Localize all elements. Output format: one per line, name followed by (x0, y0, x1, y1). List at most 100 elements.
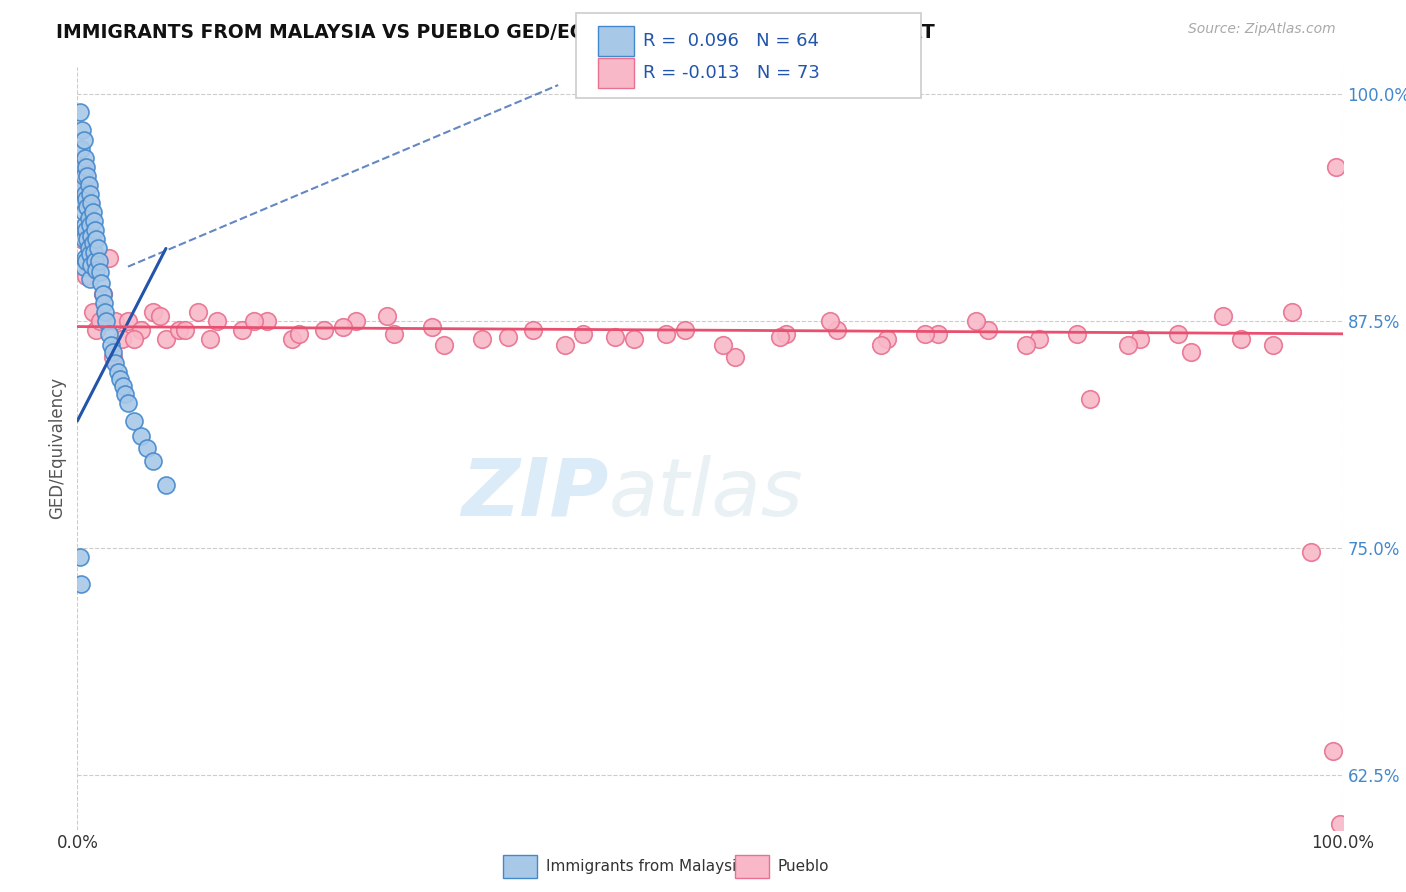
Point (117, 314, 139, 328)
Point (104, 356, 127, 370)
Point (79, 187, 101, 202)
Point (870, 337, 893, 351)
Point (73, 169, 96, 183)
Point (69, 550, 91, 565)
Point (107, 365, 129, 379)
Point (110, 372, 132, 386)
Point (86, 232, 108, 246)
Point (471, 332, 494, 346)
Point (87, 254, 110, 268)
Point (231, 323, 253, 337)
Text: Pueblo: Pueblo (778, 859, 830, 873)
Point (82, 235, 104, 250)
Point (70, 142, 93, 156)
Point (84, 223, 107, 237)
Point (76, 200, 98, 214)
Point (72, 196, 94, 211)
Point (82, 205, 104, 219)
Point (825, 323, 848, 337)
Point (1078, 392, 1101, 407)
Text: atlas: atlas (609, 455, 804, 533)
Point (167, 323, 190, 337)
Point (73, 187, 96, 202)
Point (655, 326, 678, 341)
Point (1129, 332, 1152, 346)
Point (76, 178, 98, 192)
Point (129, 323, 152, 337)
Point (91, 286, 114, 301)
Point (101, 351, 124, 365)
Point (623, 332, 645, 346)
Point (186, 305, 209, 319)
Point (89, 265, 111, 279)
Point (77, 242, 100, 256)
Point (496, 330, 519, 344)
Point (82, 305, 104, 319)
Point (111, 332, 132, 346)
Point (142, 454, 165, 468)
Point (73, 251, 96, 265)
Point (243, 314, 266, 328)
Point (73, 218, 96, 232)
Point (1230, 332, 1253, 346)
Point (76, 232, 98, 246)
Point (96, 314, 118, 328)
Point (79, 196, 101, 211)
Point (1329, 817, 1351, 831)
Point (73, 232, 96, 246)
Point (100, 337, 122, 351)
Point (73, 151, 96, 165)
Point (554, 337, 576, 351)
Point (200, 332, 222, 346)
Point (111, 379, 134, 393)
Point (79, 272, 101, 286)
Point (522, 323, 544, 337)
Point (117, 396, 139, 410)
Point (93, 296, 115, 310)
Point (256, 314, 278, 328)
Point (69, 105, 91, 120)
Text: ZIP: ZIP (461, 455, 609, 533)
Point (75, 254, 97, 268)
Point (98, 251, 120, 265)
Point (79, 247, 101, 261)
Point (314, 323, 336, 337)
Point (927, 326, 949, 341)
Point (1322, 744, 1344, 758)
Text: R =  0.096   N = 64: R = 0.096 N = 64 (643, 32, 818, 50)
Point (775, 326, 797, 341)
Point (711, 337, 734, 351)
Point (72, 160, 94, 174)
Point (344, 314, 367, 328)
Point (205, 314, 228, 328)
Point (73, 132, 96, 146)
Point (104, 314, 127, 328)
Point (136, 441, 159, 455)
Point (73, 205, 96, 219)
Point (1028, 332, 1050, 346)
Point (73, 160, 96, 174)
Point (79, 218, 101, 232)
Point (1324, 160, 1347, 174)
Point (818, 314, 841, 328)
Point (124, 414, 146, 428)
Point (75, 193, 97, 207)
Point (76, 169, 98, 183)
Point (1116, 337, 1139, 351)
Point (83, 214, 105, 228)
Point (75, 268, 97, 283)
Point (1066, 326, 1088, 341)
Point (420, 319, 443, 334)
Point (84, 254, 107, 268)
Point (914, 326, 936, 341)
Point (1015, 337, 1038, 351)
Point (572, 326, 595, 341)
Point (377, 309, 399, 323)
Point (75, 160, 97, 174)
Point (129, 428, 152, 442)
Text: Source: ZipAtlas.com: Source: ZipAtlas.com (1188, 22, 1336, 37)
Point (80, 228, 103, 243)
Point (769, 330, 792, 344)
Point (1180, 345, 1202, 359)
Point (77, 178, 100, 192)
